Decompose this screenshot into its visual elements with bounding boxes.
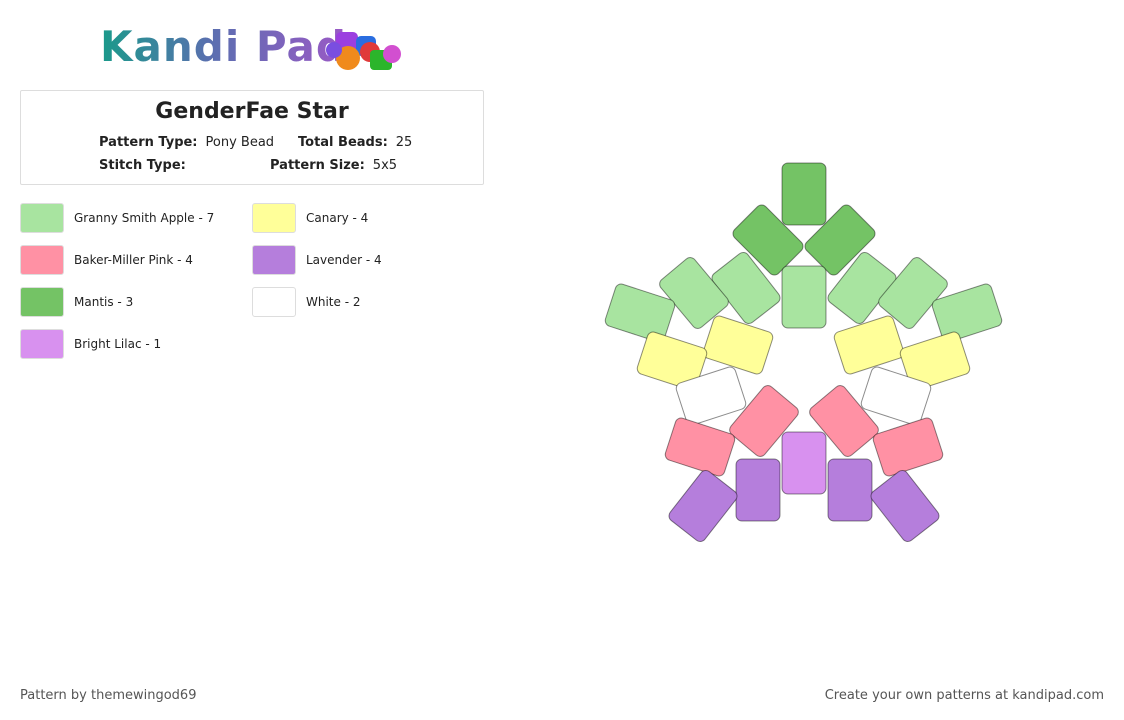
legend-label: Bright Lilac - 1 bbox=[74, 337, 162, 351]
field-label: Pattern Type: bbox=[99, 135, 198, 150]
field: Pattern Size: 5x5 bbox=[270, 158, 397, 173]
field: Total Beads: 25 bbox=[298, 135, 412, 150]
bead bbox=[804, 204, 876, 276]
legend-swatch bbox=[20, 287, 64, 317]
legend-label: Lavender - 4 bbox=[306, 253, 382, 267]
legend-swatch bbox=[252, 245, 296, 275]
bead bbox=[636, 331, 708, 391]
pattern-info: GenderFae Star Pattern Type: Pony Bead To… bbox=[20, 90, 484, 185]
bead bbox=[664, 417, 736, 477]
bead bbox=[870, 469, 940, 543]
legend-swatch bbox=[252, 203, 296, 233]
field: Pattern Type: Pony Bead bbox=[99, 135, 274, 150]
field-value: 25 bbox=[395, 135, 413, 150]
bead bbox=[729, 385, 799, 457]
bead bbox=[931, 283, 1003, 343]
bead bbox=[878, 257, 948, 329]
bead bbox=[827, 458, 873, 522]
field-value: Pony Bead bbox=[205, 135, 275, 150]
legend-label: Granny Smith Apple - 7 bbox=[74, 211, 215, 225]
logo-icons bbox=[326, 32, 401, 70]
legend-label: White - 2 bbox=[306, 295, 361, 309]
bead bbox=[604, 283, 676, 343]
bead bbox=[732, 204, 804, 276]
bead bbox=[735, 458, 781, 522]
legend-swatch bbox=[20, 329, 64, 359]
bead bbox=[833, 315, 905, 375]
bead bbox=[781, 265, 827, 329]
bead bbox=[668, 469, 738, 543]
footer-link[interactable]: Create your own patterns at kandipad.com bbox=[824, 688, 1104, 703]
legend-item: White - 2 bbox=[252, 287, 361, 317]
bead bbox=[675, 366, 747, 426]
legend-label: Mantis - 3 bbox=[74, 295, 134, 309]
field: Stitch Type: bbox=[99, 158, 194, 173]
legend-item: Canary - 4 bbox=[252, 203, 368, 233]
field-label: Total Beads: bbox=[298, 135, 388, 150]
beads bbox=[604, 162, 1003, 543]
field-label: Pattern Size: bbox=[270, 158, 365, 173]
field-value: 5x5 bbox=[372, 158, 398, 173]
bead bbox=[711, 251, 781, 325]
bead bbox=[781, 162, 827, 226]
field-label: Stitch Type: bbox=[99, 158, 186, 173]
footer-credit: Pattern by themewingod69 bbox=[20, 688, 197, 703]
bead bbox=[860, 366, 932, 426]
bead bbox=[781, 431, 827, 495]
legend-item: Mantis - 3 bbox=[20, 287, 133, 317]
legend-item: Lavender - 4 bbox=[252, 245, 382, 275]
legend-label: Canary - 4 bbox=[306, 211, 369, 225]
legend-swatch bbox=[252, 287, 296, 317]
pattern-title: GenderFae Star bbox=[155, 99, 349, 124]
legend-item: Baker-Miller Pink - 4 bbox=[20, 245, 193, 275]
legend-item: Granny Smith Apple - 7 bbox=[20, 203, 214, 233]
legend-swatch bbox=[20, 203, 64, 233]
bead bbox=[702, 315, 774, 375]
bead bbox=[659, 257, 729, 329]
bead bbox=[872, 417, 944, 477]
legend-swatch bbox=[20, 245, 64, 275]
logo[interactable]: Kandi Pad bbox=[100, 22, 347, 71]
legend-label: Baker-Miller Pink - 4 bbox=[74, 253, 193, 267]
bead bbox=[809, 385, 879, 457]
legend-item: Bright Lilac - 1 bbox=[20, 329, 161, 359]
bead bbox=[899, 331, 971, 391]
